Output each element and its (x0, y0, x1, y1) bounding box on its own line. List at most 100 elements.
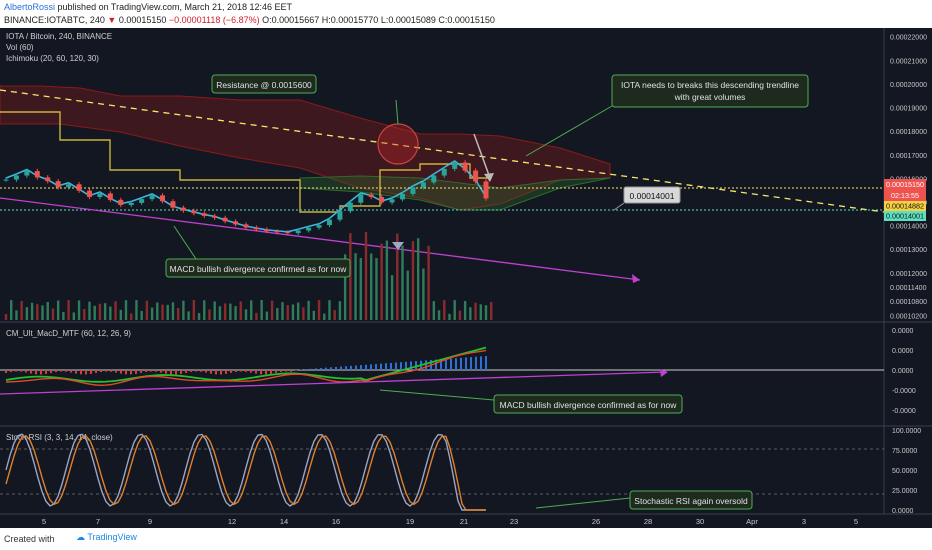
macd-hist-bar (135, 370, 137, 374)
volume-bar (479, 304, 482, 320)
price-scale-stoch[interactable]: 100.0000 75.0000 50.0000 25.0000 0.0000 (892, 428, 921, 515)
volume-bar (36, 304, 39, 320)
macd-legend[interactable]: CM_Ult_MacD_MTF (60, 12, 26, 9) (6, 329, 131, 338)
volume-bar (10, 300, 13, 320)
macd-hist-bar (75, 370, 77, 374)
volume-bar (229, 303, 232, 320)
volume-bar (171, 302, 175, 320)
publish-line: AlbertoRossi published on TradingView.co… (4, 2, 292, 12)
volume-bar (291, 304, 295, 320)
macd-hist-bar (15, 370, 17, 372)
volume-bar (234, 306, 237, 320)
time-scale-tick: 14 (280, 517, 288, 526)
price-scale-tick: 0.00013000 (890, 247, 927, 254)
volume-bar (474, 302, 477, 320)
tradingview-logo[interactable]: ☁ TradingView (76, 532, 137, 543)
macd-hist-bar (155, 370, 157, 372)
main-legend-title[interactable]: IOTA / Bitcoin, 240, BINANCE (6, 32, 112, 41)
macd-scale-tick: 0.0000 (892, 348, 914, 355)
macd-trendline-arrow-icon (660, 369, 668, 377)
candle-body (368, 194, 374, 198)
volume-bar (265, 311, 269, 320)
time-scale-tick: 28 (644, 517, 652, 526)
trendline-callout[interactable] (611, 74, 809, 108)
ohlc-open: O:0.00015667 (262, 15, 320, 25)
resistance-pointer (395, 99, 399, 125)
macd-hist-bar (110, 370, 112, 372)
volume-bar (51, 308, 55, 320)
macd-hist-bar (365, 364, 367, 370)
purple-trendline-main (0, 197, 641, 281)
volume-bar (416, 238, 420, 320)
candle-body (389, 199, 395, 203)
macd-hist-bar (315, 368, 317, 370)
time-scale-tick: 9 (148, 517, 152, 526)
volume-bar (448, 313, 451, 320)
macd-signal-line (5, 349, 487, 386)
author-link[interactable]: AlbertoRossi (4, 2, 56, 12)
volume-bar (323, 313, 326, 320)
volume-bar (197, 313, 201, 320)
macd-hist-bar (20, 370, 22, 372)
candle-body (337, 211, 343, 220)
macd-hist-bar (185, 370, 187, 373)
candle-body (379, 197, 385, 203)
macd-hist-bar (80, 370, 82, 375)
price-change: −0.00001118 (−6.87%) (168, 15, 260, 25)
macd-hist-bar (90, 370, 92, 374)
price-scale-tick: 0.00010200 (890, 313, 927, 320)
macd-hist-bar (385, 363, 387, 370)
macd-hist-bar (440, 359, 442, 370)
macd-hist-bar (350, 365, 352, 370)
macd-hist-bar (470, 357, 472, 370)
ohlc-high: H:0.00015770 (321, 15, 379, 25)
volume-bar (83, 308, 86, 320)
volume-bar (161, 304, 164, 320)
resistance-callout[interactable] (211, 74, 317, 94)
candle-body (55, 181, 61, 188)
ichimoku-cloud-red (0, 85, 611, 211)
macd-hist-bar (460, 357, 462, 370)
volume-bar (411, 241, 415, 320)
macd-hist-bar (120, 370, 122, 374)
macd-hist-bar (200, 370, 202, 372)
volume-bar (422, 268, 425, 320)
candle-body (253, 227, 259, 230)
stoch-k-line (5, 433, 486, 511)
macd-hist-bar (190, 370, 192, 372)
volume-bar (239, 301, 242, 320)
chart-area[interactable]: Resistance @ 0.0015600 IOTA needs to bre… (0, 28, 932, 528)
candle-body (66, 184, 72, 188)
volume-bar (62, 311, 65, 320)
macd-hist-bar (260, 370, 262, 375)
chart-svg[interactable]: Resistance @ 0.0015600 IOTA needs to bre… (0, 28, 932, 528)
volume-bar (56, 300, 60, 320)
time-scale-tick: Apr (746, 517, 758, 526)
macd-hist-bar (325, 367, 327, 370)
level-callout[interactable] (623, 186, 681, 204)
footer-created-text: Created with (4, 534, 55, 544)
candle-body (191, 210, 197, 214)
macd-hist-bar (405, 361, 407, 370)
stoch-scale-tick: 0.0000 (892, 508, 914, 515)
cloud-icon: ☁ (76, 532, 85, 542)
macd-divergence-callout[interactable] (165, 258, 351, 278)
stoch-callout[interactable] (629, 490, 753, 510)
macd-hist-bar (150, 370, 152, 372)
ichimoku-legend[interactable]: Ichimoku (20, 60, 120, 30) (6, 54, 99, 63)
price-scale-macd[interactable]: 0.0000 0.0000 0.0000 -0.0000 -0.0000 (892, 328, 916, 415)
price-tag-level-a-text: 0.00014882 (886, 202, 924, 211)
time-scale[interactable]: 5 7 9 12 14 16 19 21 23 26 28 30 Apr 3 5 (42, 517, 858, 526)
price-scale-tick: 0.00018000 (890, 129, 927, 136)
candle-body (212, 215, 218, 218)
stoch-callout-text: Stochastic RSI again oversold (634, 496, 748, 506)
candle-body (128, 202, 134, 206)
volume-bar (312, 310, 316, 320)
price-scale-tick: 0.00021000 (890, 58, 927, 65)
stoch-scale-tick: 25.0000 (892, 488, 917, 495)
vol-legend[interactable]: Vol (60) (6, 43, 34, 52)
stoch-legend[interactable]: Stoch RSI (3, 3, 14, 14, close) (6, 433, 113, 442)
volume-bar (260, 300, 263, 320)
macd-hist-bar (270, 370, 272, 374)
macd-panel-callout[interactable] (493, 394, 683, 414)
